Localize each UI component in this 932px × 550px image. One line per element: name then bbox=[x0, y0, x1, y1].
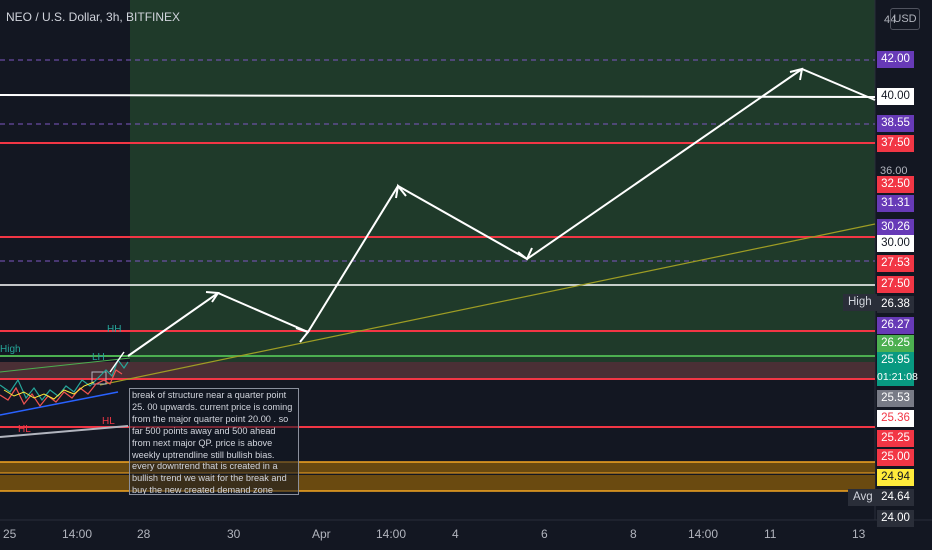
price-candles-up bbox=[0, 358, 129, 402]
current-price-label: 25.95 bbox=[877, 352, 914, 369]
price-wicks bbox=[3, 381, 95, 400]
price-label: 27.53 bbox=[877, 255, 914, 272]
price-label: 25.00 bbox=[877, 449, 914, 466]
time-tick: 14:00 bbox=[688, 527, 719, 541]
supply-band bbox=[0, 362, 875, 379]
avg-tag: Avg bbox=[848, 489, 878, 506]
price-label: 24.00 bbox=[877, 510, 914, 527]
price-label: 25.25 bbox=[877, 430, 914, 447]
price-label: 24.64 bbox=[877, 489, 914, 506]
orange-zone-1 bbox=[0, 462, 875, 473]
time-tick: 6 bbox=[541, 527, 548, 541]
price-label: 26.27 bbox=[877, 317, 914, 334]
countdown-label: 01:21:08 bbox=[877, 369, 918, 386]
price-label: 31.31 bbox=[877, 195, 914, 212]
high-tag: High bbox=[843, 294, 877, 311]
time-tick: 25 bbox=[3, 527, 17, 541]
green-small-line bbox=[0, 357, 131, 373]
price-label: 42.00 bbox=[877, 51, 914, 68]
price-label: 25.53 bbox=[877, 390, 914, 407]
arrow-head-3 bbox=[395, 183, 407, 199]
hh-label: HH bbox=[107, 324, 122, 335]
currency-button[interactable]: USD bbox=[890, 8, 920, 30]
uptrend-line bbox=[99, 223, 876, 386]
time-tick: 14:00 bbox=[62, 527, 93, 541]
time-tick: 11 bbox=[764, 527, 777, 541]
price-label: 30.26 bbox=[877, 219, 914, 236]
level-40 bbox=[0, 94, 876, 98]
text-note[interactable]: break of structure near a quarter point … bbox=[129, 388, 299, 495]
time-tick: 14:00 bbox=[376, 527, 407, 541]
price-label: 32.50 bbox=[877, 176, 914, 193]
price-label: 37.50 bbox=[877, 135, 914, 152]
price-label: 26.25 bbox=[877, 335, 914, 352]
lh-label: LH bbox=[92, 352, 105, 363]
arrow-head-1 bbox=[205, 291, 220, 303]
price-label: 30.00 bbox=[877, 235, 914, 252]
gray-trendline bbox=[0, 425, 129, 438]
price-label: 38.55 bbox=[877, 115, 914, 132]
blue-trendline bbox=[0, 391, 119, 416]
demand-zone-green bbox=[130, 0, 875, 362]
time-tick: 30 bbox=[227, 527, 241, 541]
time-tick: 4 bbox=[452, 527, 459, 541]
hl-right-label: HL bbox=[102, 416, 115, 427]
arrow-head-5 bbox=[789, 67, 804, 81]
hl-left-label: HL bbox=[18, 424, 31, 435]
symbol-title[interactable]: NEO / U.S. Dollar, 3h, BITFINEX bbox=[6, 10, 181, 24]
time-tick: 13 bbox=[852, 527, 866, 541]
arrow-head-4 bbox=[517, 247, 533, 261]
price-axis-36: 36.00 bbox=[880, 165, 908, 177]
price-label: 40.00 bbox=[877, 88, 914, 105]
time-tick: 28 bbox=[137, 527, 151, 541]
price-label: 27.50 bbox=[877, 276, 914, 293]
small-box bbox=[91, 371, 107, 385]
time-tick: 8 bbox=[630, 527, 637, 541]
time-tick: Apr bbox=[312, 527, 331, 541]
high-left-label: High bbox=[0, 344, 21, 355]
price-label: 24.94 bbox=[877, 469, 914, 486]
price-label: 25.36 bbox=[877, 410, 914, 427]
arrow-head-2 bbox=[295, 327, 310, 343]
price-candles-down bbox=[0, 369, 123, 408]
price-label: 26.38 bbox=[877, 296, 914, 313]
